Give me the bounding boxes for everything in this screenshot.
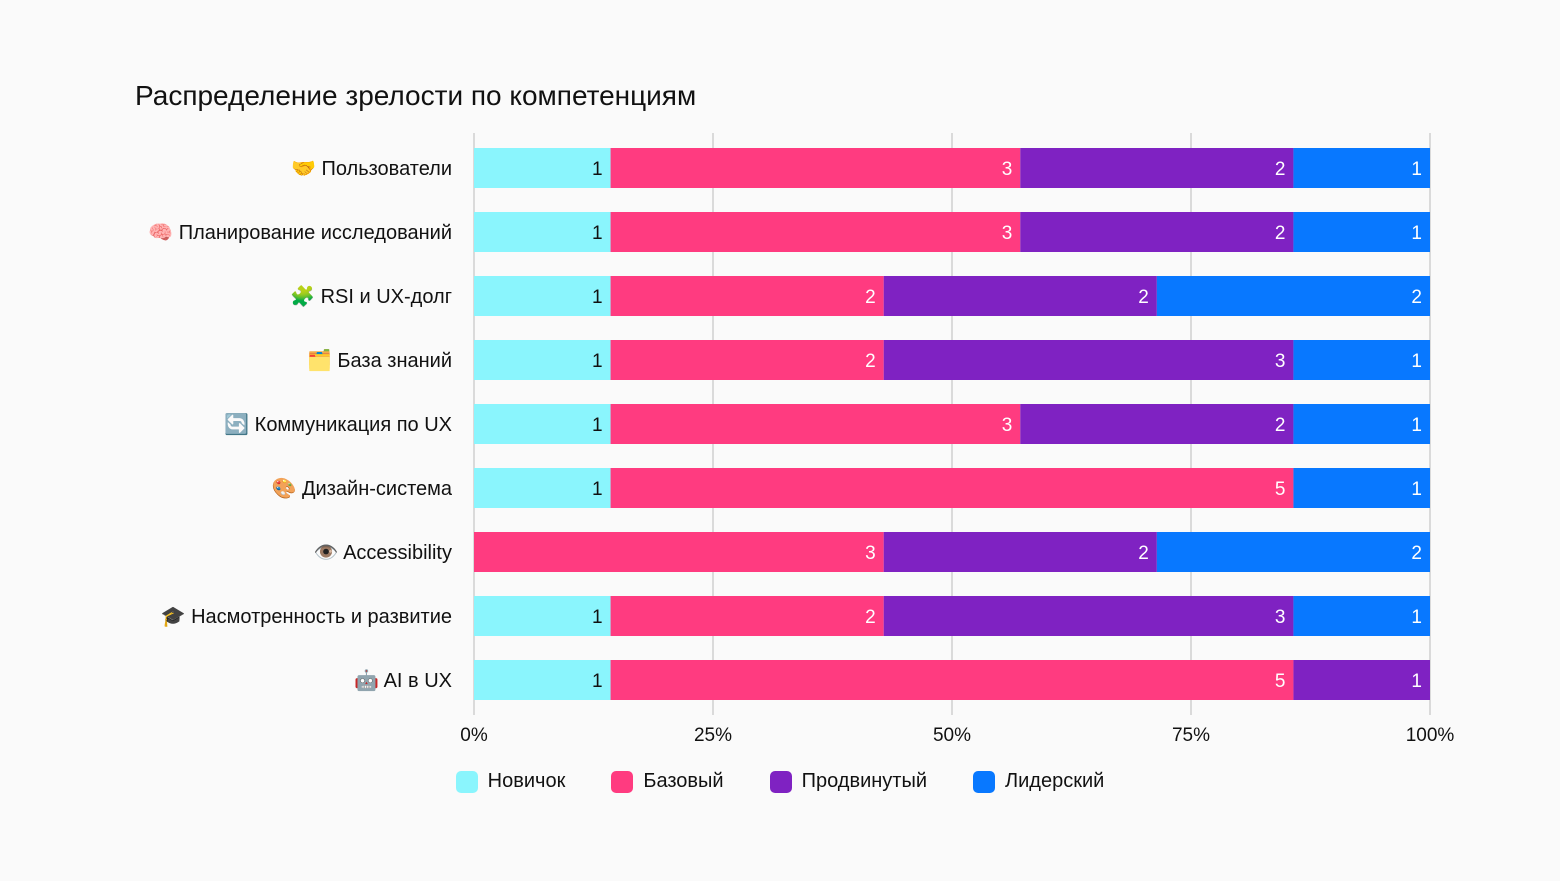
legend-label: Продвинутый bbox=[801, 770, 927, 792]
legend-swatch bbox=[973, 770, 995, 793]
data-label: 2 bbox=[1275, 159, 1286, 180]
data-label: 2 bbox=[1411, 543, 1422, 564]
category-label: 🧠 Планирование исследований bbox=[148, 222, 452, 244]
data-label: 2 bbox=[1275, 223, 1286, 244]
data-label: 5 bbox=[1275, 671, 1286, 692]
data-label: 1 bbox=[592, 351, 603, 372]
bar-segment bbox=[1156, 276, 1430, 316]
x-tick-label: 75% bbox=[1172, 725, 1210, 746]
bar-segment bbox=[610, 596, 884, 636]
data-label: 2 bbox=[1138, 543, 1149, 564]
legend-item: Новичок bbox=[455, 770, 566, 793]
data-label: 5 bbox=[1275, 479, 1286, 500]
legend-item: Базовый bbox=[611, 770, 724, 793]
x-tick-label: 50% bbox=[933, 725, 971, 746]
category-label: 👁️ Accessibility bbox=[314, 542, 452, 564]
data-label: 1 bbox=[1411, 479, 1422, 500]
bar-segment bbox=[474, 276, 611, 316]
data-label: 1 bbox=[592, 607, 603, 628]
bar-segment bbox=[610, 212, 1021, 252]
bar-segment bbox=[610, 404, 1021, 444]
bar-segment bbox=[474, 660, 611, 700]
data-label: 3 bbox=[1275, 351, 1286, 372]
bar-segment bbox=[1020, 148, 1294, 188]
bar-segment bbox=[474, 212, 611, 252]
data-label: 2 bbox=[865, 287, 876, 308]
legend-label: Новичок bbox=[487, 770, 566, 792]
legend-swatch bbox=[769, 770, 792, 793]
data-label: 3 bbox=[865, 543, 876, 564]
legend: Новичок Базовый Продвинутый Лидерский bbox=[0, 770, 1560, 793]
data-label: 3 bbox=[1275, 607, 1286, 628]
legend-swatch bbox=[611, 770, 634, 793]
data-label: 1 bbox=[592, 223, 603, 244]
bar-segment bbox=[610, 340, 884, 380]
category-label: 🗂️ База знаний bbox=[307, 348, 452, 372]
category-label: 🎨 Дизайн-система bbox=[272, 476, 453, 500]
bar-segment bbox=[474, 468, 611, 508]
data-label: 2 bbox=[865, 351, 876, 372]
bar-segment bbox=[474, 532, 884, 572]
bar-segment bbox=[610, 660, 1294, 700]
bar-segment bbox=[1293, 340, 1430, 380]
bar-segment bbox=[883, 276, 1157, 316]
data-label: 3 bbox=[1002, 415, 1013, 436]
legend-swatch bbox=[455, 770, 478, 793]
data-label: 1 bbox=[592, 415, 603, 436]
legend-label: Лидерский bbox=[1005, 770, 1105, 792]
data-label: 1 bbox=[1411, 351, 1422, 372]
legend-item: Лидерский bbox=[973, 770, 1104, 793]
bar-segment bbox=[1293, 148, 1430, 188]
bar-segment bbox=[1293, 660, 1430, 700]
data-label: 1 bbox=[592, 159, 603, 180]
legend-label: Базовый bbox=[643, 770, 724, 792]
x-tick-label: 0% bbox=[460, 725, 488, 746]
bar-segment bbox=[1020, 212, 1294, 252]
bar-segment bbox=[883, 532, 1157, 572]
bar-segment bbox=[883, 596, 1294, 636]
bar-segment bbox=[474, 148, 611, 188]
data-label: 2 bbox=[865, 607, 876, 628]
data-label: 3 bbox=[1002, 223, 1013, 244]
data-label: 1 bbox=[1411, 415, 1422, 436]
data-label: 1 bbox=[1411, 607, 1422, 628]
category-label: 🔄 Коммуникация по UX bbox=[224, 412, 452, 436]
chart-title: Распределение зрелости по компетенциям bbox=[135, 80, 697, 111]
data-label: 2 bbox=[1275, 415, 1286, 436]
bar-segment bbox=[610, 468, 1294, 508]
bar-segment bbox=[1293, 212, 1430, 252]
bar-segment bbox=[474, 340, 611, 380]
bar-segment bbox=[1293, 404, 1430, 444]
data-label: 3 bbox=[1002, 159, 1013, 180]
data-label: 1 bbox=[592, 287, 603, 308]
bar-segment bbox=[1293, 468, 1430, 508]
category-label: 🤝 Пользователи bbox=[291, 158, 452, 180]
x-tick-label: 100% bbox=[1406, 725, 1455, 746]
x-tick-label: 25% bbox=[694, 725, 732, 746]
category-label: 🧩 RSI и UX-долг bbox=[290, 284, 452, 308]
bar-segment bbox=[610, 148, 1021, 188]
data-label: 1 bbox=[1411, 159, 1422, 180]
bar-segment bbox=[1156, 532, 1430, 572]
category-label: 🎓 Насмотренность и развитие bbox=[161, 606, 452, 628]
legend-item: Продвинутый bbox=[769, 770, 927, 793]
category-label: 🤖 AI в UX bbox=[354, 668, 452, 692]
data-label: 1 bbox=[1411, 671, 1422, 692]
data-label: 2 bbox=[1138, 287, 1149, 308]
data-label: 2 bbox=[1411, 287, 1422, 308]
bar-segment bbox=[474, 596, 611, 636]
data-label: 1 bbox=[1411, 223, 1422, 244]
bar-segment bbox=[883, 340, 1294, 380]
bar-segment bbox=[1020, 404, 1294, 444]
bar-segment bbox=[474, 404, 611, 444]
data-label: 1 bbox=[592, 671, 603, 692]
data-label: 1 bbox=[592, 479, 603, 500]
bar-segment bbox=[1293, 596, 1430, 636]
bar-segment bbox=[610, 276, 884, 316]
